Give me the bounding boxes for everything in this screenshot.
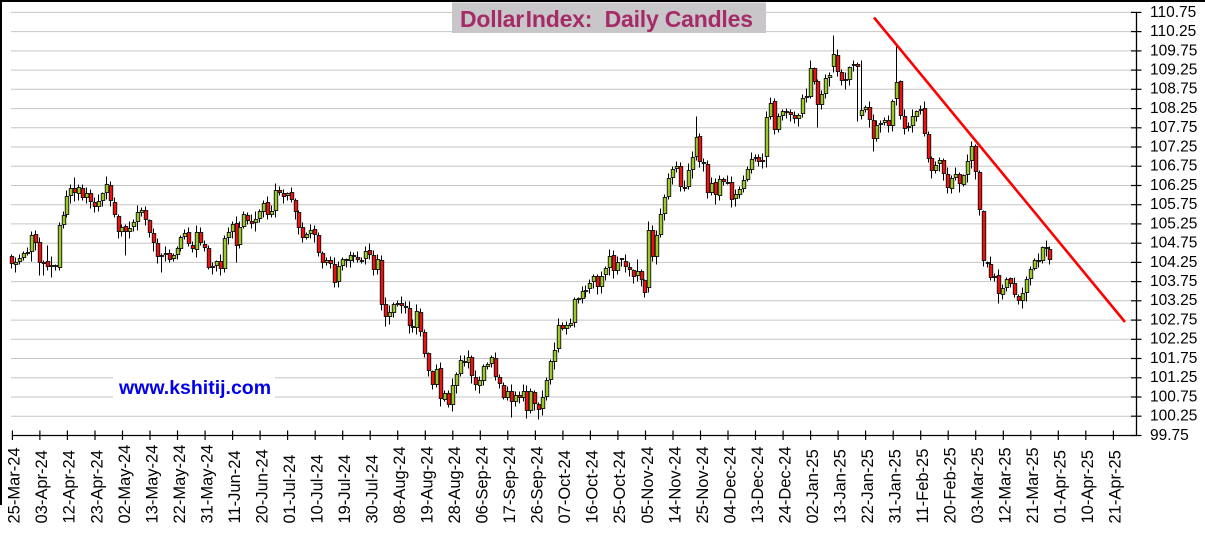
svg-text:24-Dec-24: 24-Dec-24 [776, 446, 794, 523]
svg-text:103.25: 103.25 [1150, 292, 1197, 309]
svg-text:21-Apr-25: 21-Apr-25 [1107, 450, 1125, 523]
svg-text:107.25: 107.25 [1150, 138, 1197, 155]
svg-text:107.75: 107.75 [1150, 119, 1197, 136]
svg-text:02-May-24: 02-May-24 [116, 445, 134, 524]
svg-text:23-Apr-24: 23-Apr-24 [88, 450, 106, 523]
svg-text:26-Sep-24: 26-Sep-24 [529, 446, 547, 523]
svg-text:05-Nov-24: 05-Nov-24 [639, 446, 657, 523]
svg-text:100.25: 100.25 [1150, 408, 1197, 425]
svg-text:01-Apr-25: 01-Apr-25 [1052, 450, 1070, 523]
svg-text:31-May-24: 31-May-24 [198, 445, 216, 524]
svg-text:08-Aug-24: 08-Aug-24 [391, 446, 409, 523]
svg-text:25-Mar-24: 25-Mar-24 [6, 447, 24, 523]
svg-text:17-Sep-24: 17-Sep-24 [501, 446, 519, 523]
svg-text:Dollar Index: Daily Candles: Dollar Index: Daily Candles [460, 6, 753, 32]
svg-text:www.kshitij.com: www.kshitij.com [118, 377, 271, 399]
svg-text:25-Oct-24: 25-Oct-24 [611, 450, 629, 523]
svg-text:03-Mar-25: 03-Mar-25 [969, 447, 987, 523]
svg-text:99.75: 99.75 [1150, 427, 1189, 444]
svg-text:12-Mar-25: 12-Mar-25 [997, 447, 1015, 523]
svg-text:10-Apr-25: 10-Apr-25 [1079, 450, 1097, 523]
svg-text:04-Dec-24: 04-Dec-24 [721, 446, 739, 523]
svg-text:110.75: 110.75 [1150, 4, 1196, 21]
svg-text:103.75: 103.75 [1150, 273, 1197, 290]
svg-text:13-Jan-25: 13-Jan-25 [831, 449, 849, 523]
svg-text:21-Mar-25: 21-Mar-25 [1024, 447, 1042, 523]
svg-text:19-Aug-24: 19-Aug-24 [419, 446, 437, 523]
svg-text:109.75: 109.75 [1150, 42, 1197, 59]
svg-text:101.25: 101.25 [1150, 369, 1197, 386]
svg-text:106.25: 106.25 [1150, 177, 1197, 194]
svg-text:101.75: 101.75 [1150, 350, 1197, 367]
svg-text:104.75: 104.75 [1150, 235, 1197, 252]
svg-text:13-May-24: 13-May-24 [143, 445, 161, 524]
svg-text:06-Sep-24: 06-Sep-24 [474, 446, 492, 523]
svg-text:20-Jun-24: 20-Jun-24 [253, 449, 271, 523]
svg-text:31-Jan-25: 31-Jan-25 [887, 449, 905, 523]
svg-text:12-Apr-24: 12-Apr-24 [61, 450, 79, 523]
svg-text:105.25: 105.25 [1150, 215, 1197, 232]
svg-text:100.75: 100.75 [1150, 388, 1197, 405]
svg-text:102.25: 102.25 [1150, 331, 1197, 348]
svg-text:11-Jun-24: 11-Jun-24 [226, 450, 244, 523]
svg-text:19-Jul-24: 19-Jul-24 [336, 455, 354, 524]
svg-text:10-Jul-24: 10-Jul-24 [309, 455, 327, 524]
svg-text:20-Feb-25: 20-Feb-25 [942, 447, 960, 523]
svg-text:25-Nov-24: 25-Nov-24 [694, 446, 712, 523]
svg-text:104.25: 104.25 [1150, 254, 1197, 271]
svg-text:105.75: 105.75 [1150, 196, 1197, 213]
svg-text:03-Apr-24: 03-Apr-24 [33, 450, 51, 523]
svg-text:102.75: 102.75 [1150, 312, 1197, 329]
svg-text:07-Oct-24: 07-Oct-24 [556, 450, 574, 523]
svg-text:106.75: 106.75 [1150, 158, 1197, 175]
svg-text:28-Aug-24: 28-Aug-24 [446, 446, 464, 523]
svg-text:22-Jan-25: 22-Jan-25 [859, 449, 877, 523]
svg-text:22-May-24: 22-May-24 [171, 445, 189, 524]
svg-text:11-Feb-25: 11-Feb-25 [914, 449, 932, 524]
svg-text:110.25: 110.25 [1150, 23, 1196, 40]
svg-text:13-Dec-24: 13-Dec-24 [749, 446, 767, 523]
svg-text:108.75: 108.75 [1150, 81, 1197, 98]
svg-text:30-Jul-24: 30-Jul-24 [364, 455, 382, 524]
svg-text:108.25: 108.25 [1150, 100, 1197, 117]
svg-text:14-Nov-24: 14-Nov-24 [666, 446, 684, 523]
svg-text:02-Jan-25: 02-Jan-25 [804, 449, 822, 523]
svg-text:16-Oct-24: 16-Oct-24 [584, 450, 602, 523]
svg-text:01-Jul-24: 01-Jul-24 [281, 455, 299, 524]
svg-text:109.25: 109.25 [1150, 62, 1197, 79]
